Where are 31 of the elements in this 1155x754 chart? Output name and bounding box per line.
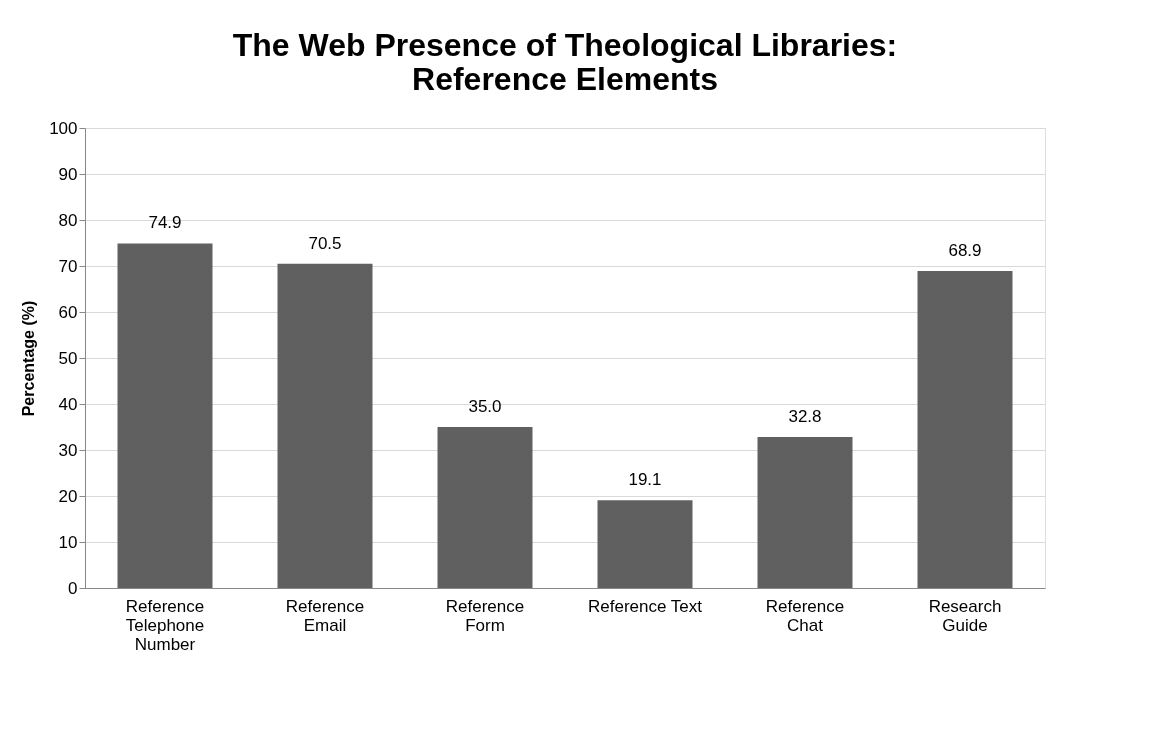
bar: [277, 263, 373, 588]
bar: [757, 437, 853, 588]
x-tick-label: Reference Telephone Number: [125, 596, 205, 654]
y-tick-label: 70: [58, 256, 78, 276]
y-tick-label: 90: [58, 164, 78, 184]
data-label: 74.9: [148, 213, 182, 233]
data-label: 35.0: [468, 397, 502, 416]
y-tick-label: 40: [58, 394, 78, 414]
y-tick-label: 0: [68, 578, 78, 598]
y-tick-label: 50: [58, 348, 78, 368]
data-label: 19.1: [628, 470, 662, 490]
bar: [117, 243, 213, 588]
y-tick-label: 20: [58, 486, 78, 506]
y-tick-label: 60: [58, 302, 78, 322]
x-tick-label: Research Guide: [928, 596, 1002, 635]
bar: [437, 427, 533, 588]
x-tick-label: Reference Text: [587, 596, 703, 616]
bar: [917, 271, 1013, 588]
x-tick-label: Reference Email: [285, 596, 365, 635]
y-tick-label: 80: [58, 210, 78, 230]
y-tick-label: 10: [58, 532, 78, 552]
y-tick-label: 30: [58, 440, 78, 460]
data-label: 68.9: [948, 241, 982, 261]
chart-title: The Web Presence of Theological Libraries: Reference Elements: [232, 27, 898, 97]
bar: [597, 500, 693, 588]
x-tick-label: Reference Chat: [765, 596, 845, 635]
data-label: 70.5: [308, 233, 342, 253]
y-axis-title: Percentage (%): [20, 300, 38, 417]
data-label: 32.8: [788, 407, 822, 427]
y-tick-label: 100: [49, 118, 78, 138]
x-tick-label: Reference Form: [445, 596, 525, 635]
